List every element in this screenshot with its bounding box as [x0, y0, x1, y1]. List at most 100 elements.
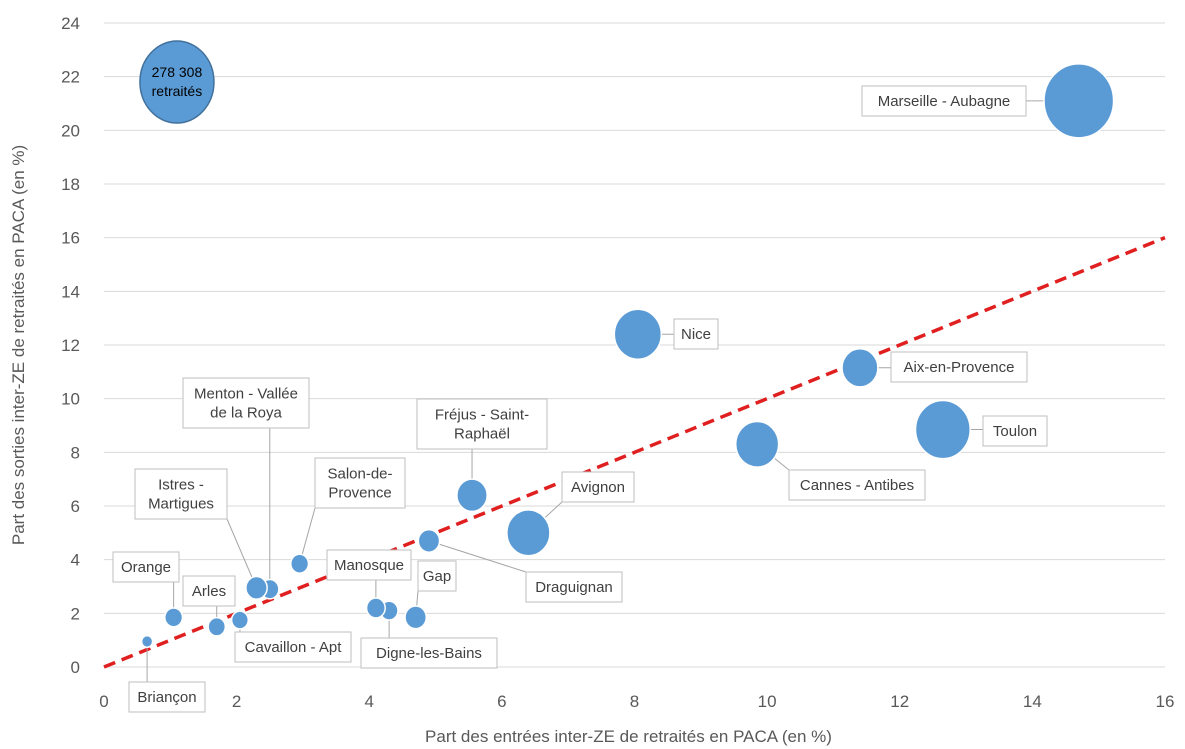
size-legend-value: 278 308	[152, 64, 203, 80]
bubble-point	[245, 575, 268, 600]
bubble-point	[914, 399, 971, 460]
bubble-point	[613, 308, 663, 361]
data-label-text: Orange	[121, 559, 171, 576]
x-tick-label: 10	[758, 692, 777, 711]
y-tick-label: 14	[61, 282, 80, 301]
data-label-text: Gap	[423, 568, 451, 585]
trend-line	[103, 236, 1166, 669]
data-label: Menton - Vallée de la Roya	[182, 377, 310, 429]
y-tick-label: 16	[61, 229, 80, 248]
data-label-box	[561, 471, 635, 503]
y-tick-label: 0	[71, 658, 80, 677]
x-tick-label: 8	[630, 692, 639, 711]
bubble-point	[506, 509, 551, 557]
bubble-point	[365, 597, 386, 619]
y-axis-title: Part des sorties inter-ZE de retraités e…	[9, 145, 28, 545]
data-label-box	[360, 637, 498, 669]
bubble-point	[140, 634, 154, 649]
data-label-text: Salon-de-	[327, 466, 392, 483]
data-label-text: Arles	[192, 583, 226, 600]
data-label-text: Cavaillon - Apt	[245, 639, 343, 656]
y-tick-label: 24	[61, 14, 80, 33]
data-label: Manosque	[326, 549, 412, 581]
bubble-point	[290, 553, 310, 574]
data-label-box	[134, 468, 228, 520]
bubble-point	[1043, 63, 1115, 139]
data-label-box	[525, 571, 623, 603]
data-label-text: Cannes - Antibes	[800, 477, 914, 494]
x-tick-label: 16	[1156, 692, 1175, 711]
data-label: Orange	[112, 551, 180, 583]
data-label-box	[890, 351, 1028, 383]
data-label-text: Marseille - Aubagne	[878, 93, 1011, 110]
data-label-text: Manosque	[334, 557, 404, 574]
data-label: Salon-de- Provence	[314, 457, 406, 509]
bubble-point	[417, 528, 441, 553]
data-label-box	[234, 631, 352, 663]
data-label: Briançon	[128, 681, 206, 713]
data-label-text: Draguignan	[535, 579, 613, 596]
data-labels: Marseille - Aubagne Nice Aix-en-Provence To…	[112, 85, 1048, 713]
bubble-point	[456, 478, 488, 513]
data-label-box	[112, 551, 180, 583]
data-label-box	[314, 457, 406, 509]
data-label-text: Martigues	[148, 496, 214, 513]
data-label-text: Briançon	[137, 689, 196, 706]
data-label: Toulon	[982, 415, 1048, 447]
y-tick-label: 6	[71, 497, 80, 516]
data-label-box	[982, 415, 1048, 447]
y-tick-label: 20	[61, 121, 80, 140]
data-label-text: Fréjus - Saint-	[435, 407, 529, 424]
data-label-box	[788, 469, 926, 501]
data-label-text: Nice	[681, 326, 711, 343]
data-label-box	[326, 549, 412, 581]
data-label: Istres - Martigues	[134, 468, 228, 520]
y-tick-label: 10	[61, 390, 80, 409]
bubble-point	[404, 605, 428, 630]
data-label-box	[861, 85, 1027, 117]
x-tick-label: 4	[365, 692, 374, 711]
data-label-text: Avignon	[571, 479, 625, 496]
bubble-point	[207, 616, 227, 637]
bubble-point	[734, 420, 780, 468]
data-label-box	[417, 560, 457, 592]
data-label: Draguignan	[525, 571, 623, 603]
x-tick-label: 6	[497, 692, 506, 711]
data-label: Cannes - Antibes	[788, 469, 926, 501]
data-label-box	[182, 377, 310, 429]
data-label: Gap	[417, 560, 457, 592]
x-tick-label: 0	[99, 692, 108, 711]
data-label: Marseille - Aubagne	[861, 85, 1027, 117]
data-label-text: Provence	[328, 485, 391, 502]
y-tick-label: 8	[71, 443, 80, 462]
leader-line	[428, 540, 527, 573]
bubble-point	[164, 607, 184, 628]
data-label: Digne-les-Bains	[360, 637, 498, 669]
x-tick-label: 14	[1023, 692, 1042, 711]
y-tick-label: 2	[71, 604, 80, 623]
data-label: Avignon	[561, 471, 635, 503]
size-legend-unit: retraités	[152, 83, 203, 99]
size-legend-bubble	[139, 40, 215, 124]
data-label-text: Menton - Vallée	[194, 386, 298, 403]
bubble-point	[841, 347, 879, 388]
x-tick-label: 2	[232, 692, 241, 711]
data-label-text: de la Roya	[210, 405, 282, 422]
data-label-box	[416, 398, 548, 450]
data-label: Nice	[673, 318, 719, 350]
data-label: Arles	[182, 575, 236, 607]
data-label: Fréjus - Saint- Raphaël	[416, 398, 548, 450]
data-label-box	[182, 575, 236, 607]
data-label-text: Toulon	[993, 423, 1037, 440]
data-label: Aix-en-Provence	[890, 351, 1028, 383]
data-label-text: Digne-les-Bains	[376, 645, 482, 662]
x-axis-title: Part des entrées inter-ZE de retraités e…	[425, 727, 832, 746]
size-legend: 278 308 retraités	[139, 40, 215, 124]
leader-line	[226, 518, 257, 589]
y-tick-label: 12	[61, 336, 80, 355]
x-tick-label: 12	[890, 692, 909, 711]
y-tick-label: 22	[61, 68, 80, 87]
data-label-box	[673, 318, 719, 350]
